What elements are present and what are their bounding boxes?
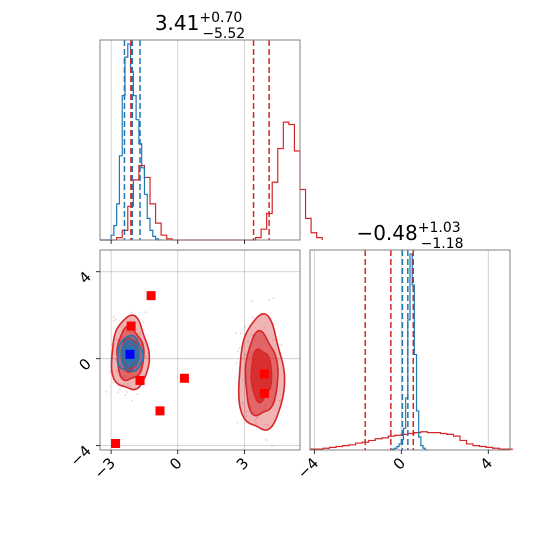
marker-red [179,373,189,383]
sample-point [263,326,265,329]
panel-frame [99,249,301,451]
marker-blue [125,349,135,359]
histogram-param2-red [309,431,513,450]
sample-point [254,419,257,422]
sample-point [112,316,115,319]
sample-point [131,399,134,402]
histogram-param2-panel [309,249,513,454]
histogram-param1-red [100,121,323,241]
histogram-param1-blue [100,43,162,241]
panel-frame [99,39,301,241]
sample-point [264,423,267,426]
sample-point [265,439,268,441]
sample-point [268,298,270,301]
sample-point [255,416,258,419]
sample-point [255,422,258,425]
sample-point [267,424,270,426]
sample-point [239,332,242,335]
marker-red [111,438,121,448]
sample-point [127,383,129,385]
sample-point [146,356,149,359]
sample-point [136,392,139,395]
sample-point [271,444,273,447]
sample-point [241,379,244,382]
sample-point [137,332,140,335]
x-tick-label-param1: 3 [233,454,252,473]
param2-title-plus: +1.03 [418,220,461,236]
sample-point [245,410,248,413]
sample-point [280,344,283,347]
sample-point [128,385,131,388]
sample-point [278,399,281,402]
marker-red [135,375,145,385]
param1-title-value: 3.41 [155,11,200,35]
sample-point [112,381,115,384]
sample-point [258,453,260,455]
joint-density-panel [96,249,301,455]
marker-red [155,406,165,416]
sample-point [124,394,127,397]
sample-point [272,339,275,342]
y-tick-label-param2: −4 [66,442,94,470]
sample-point [109,370,112,373]
sample-point [126,391,128,393]
sample-point [272,297,275,300]
sample-point [144,355,147,358]
sample-point [252,316,255,319]
sample-point [115,339,118,341]
y-tick-label-param2: 0 [75,355,94,374]
sample-point [244,325,246,328]
sample-point [241,402,244,405]
joint-contents [100,291,286,455]
sample-point [144,311,147,314]
sample-point [112,319,115,322]
marker-red [126,321,136,331]
param2-title-minus: −1.18 [421,236,464,252]
sample-point [122,383,125,386]
param1-title-minus: −5.52 [202,26,245,42]
sample-point [116,369,119,372]
sample-point [139,330,141,333]
sample-point [247,340,250,343]
sample-point [114,318,117,321]
x-tick-label-param1: −3 [91,454,119,482]
y-tick-label-param2: 4 [75,268,94,287]
sample-point [139,333,142,336]
sample-point [257,415,259,418]
marker-red [259,388,269,398]
sample-point [250,333,253,336]
param1-title-plus: +0.70 [199,10,242,26]
sample-point [115,358,117,361]
panel-frame [309,249,511,451]
histogram-param2-blue [390,253,428,451]
sample-point [250,300,253,303]
x-tick-label-param1: 0 [166,454,185,473]
sample-point [105,390,108,393]
x-tick-label-param2: 4 [477,454,496,473]
param1-title: 3.41+0.70 −5.52 [155,10,245,42]
sample-point [118,388,121,391]
marker-red [259,369,269,379]
sample-point [142,321,145,323]
sample-point [245,415,248,418]
sample-point [121,325,124,328]
sample-point [130,311,133,314]
histogram-param1-panel [99,39,323,244]
sample-point [116,391,119,394]
sample-point [235,332,238,335]
sample-point [235,362,238,364]
x-tick-label-param2: −4 [294,454,322,482]
sample-point [238,347,241,350]
sample-point [244,353,247,356]
sample-point [236,421,239,424]
param2-title: −0.48+1.03 −1.18 [356,220,463,252]
marker-red [146,291,156,301]
x-tick-label-param2: 0 [390,454,409,473]
param2-title-value: −0.48 [356,221,417,245]
sample-point [236,350,239,353]
